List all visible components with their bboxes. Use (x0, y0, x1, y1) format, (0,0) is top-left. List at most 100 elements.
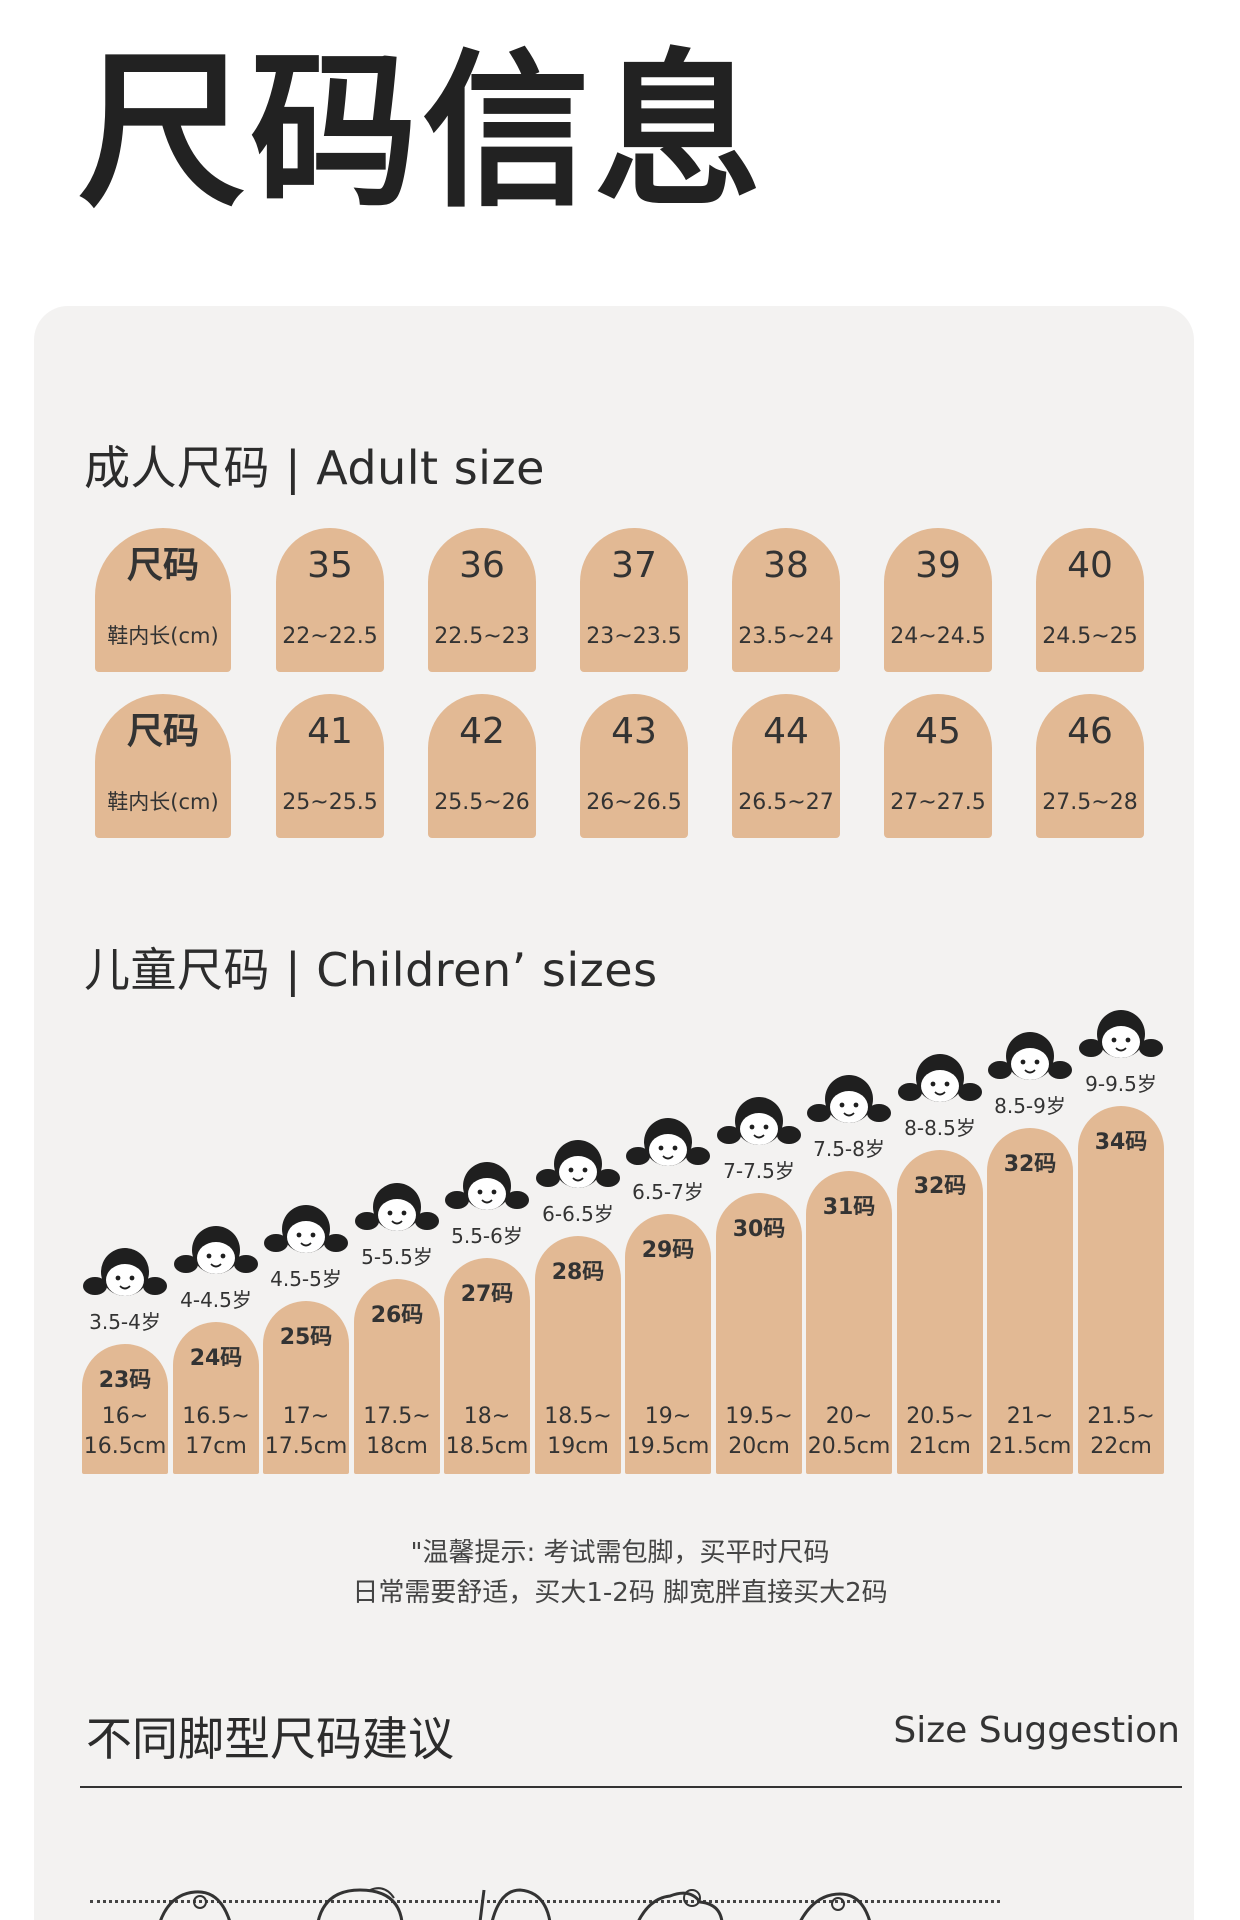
girl-face-icon (898, 1054, 982, 1102)
foot-sketch-icon (159, 1890, 231, 1920)
page-title: 尺码信息 (78, 34, 766, 230)
adult-size-number: 38 (763, 545, 809, 586)
children-length-from: 21~ (1006, 1404, 1054, 1429)
adult-size-tag: 37 23~23.5 (580, 528, 688, 672)
adult-size-tag: 42 25.5~26 (428, 694, 536, 838)
children-age-label: 7.5-8岁 (813, 1137, 885, 1161)
adult-size-tag: 44 26.5~27 (732, 694, 840, 838)
adult-size-number: 44 (763, 711, 809, 752)
adult-size-length: 25~25.5 (282, 790, 378, 815)
adult-size-tag: 36 22.5~23 (428, 528, 536, 672)
adult-size-length: 26~26.5 (586, 790, 682, 815)
children-size-bar: 32码 20.5~ 21cm (897, 1150, 983, 1474)
adult-size-number: 46 (1067, 711, 1113, 752)
girl-face-icon (536, 1140, 620, 1188)
children-length-from: 19~ (644, 1404, 692, 1429)
children-size-label: 26码 (370, 1303, 424, 1328)
children-length-from: 17.5~ (363, 1404, 431, 1429)
adult-size-tag: 38 23.5~24 (732, 528, 840, 672)
children-size-label: 32码 (913, 1174, 967, 1199)
adult-row-2: 尺码 鞋内长(cm) 41 25~25.5 42 25.5~26 43 26~2… (0, 694, 1240, 838)
children-age-label: 5-5.5岁 (361, 1245, 433, 1269)
girl-face-icon (264, 1205, 348, 1253)
adult-size-tag: 41 25~25.5 (276, 694, 384, 838)
adult-header-size: 尺码 (126, 545, 199, 586)
children-length-to: 17cm (185, 1434, 247, 1459)
children-size-column: 8.5-9岁 32码 21~ 21.5cm (987, 0, 1073, 1474)
girl-face-icon (174, 1226, 258, 1274)
children-length-from: 17~ (282, 1404, 330, 1429)
adult-header-len: 鞋内长(cm) (107, 790, 219, 814)
children-age-label: 8.5-9岁 (994, 1094, 1066, 1118)
children-length-to: 21cm (909, 1434, 971, 1459)
children-length-to: 19.5cm (626, 1434, 710, 1459)
children-size-column: 4-4.5岁 24码 16.5~ 17cm (173, 0, 259, 1474)
children-length-to: 21.5cm (988, 1434, 1072, 1459)
foot-sketch-icon (637, 1889, 724, 1920)
children-size-column: 7.5-8岁 31码 20~ 20.5cm (806, 0, 892, 1474)
children-size-bar: 34码 21.5~ 22cm (1078, 1106, 1164, 1474)
adult-size-tag: 39 24~24.5 (884, 528, 992, 672)
adult-size-title: 成人尺码 | Adult size (84, 441, 545, 495)
children-size-label: 28码 (551, 1260, 605, 1285)
children-length-to: 17.5cm (264, 1434, 348, 1459)
size-suggestion-title-en: Size Suggestion (893, 1710, 1180, 1751)
children-size-label: 29码 (641, 1238, 695, 1263)
girl-face-icon (445, 1162, 529, 1210)
children-size-label: 23码 (98, 1368, 152, 1393)
adult-size-number: 35 (307, 545, 353, 586)
size-suggestion-title: 不同脚型尺码建议 (86, 1712, 454, 1766)
adult-header-len: 鞋内长(cm) (107, 624, 219, 648)
children-size-bar: 27码 18~ 18.5cm (444, 1258, 530, 1474)
adult-header-tag: 尺码 鞋内长(cm) (95, 694, 231, 838)
children-size-bar: 26码 17.5~ 18cm (354, 1279, 440, 1474)
children-age-label: 7-7.5岁 (723, 1159, 795, 1183)
divider (80, 1786, 1182, 1788)
dotted-guide-line (90, 1900, 1000, 1903)
children-age-label: 6-6.5岁 (542, 1202, 614, 1226)
children-size-label: 30码 (732, 1217, 786, 1242)
children-size-title: 儿童尺码 | Children’ sizes (84, 943, 658, 997)
adult-size-number: 41 (307, 711, 353, 752)
children-size-label: 32码 (1003, 1152, 1057, 1177)
adult-size-tag: 40 24.5~25 (1036, 528, 1144, 672)
children-length-from: 18~ (463, 1404, 511, 1429)
foot-sketch-icon (799, 1892, 871, 1920)
adult-size-length: 27~27.5 (890, 790, 986, 815)
children-length-from: 18.5~ (544, 1404, 612, 1429)
girl-face-icon (1079, 1010, 1163, 1058)
adult-size-number: 39 (915, 545, 961, 586)
children-size-column: 9-9.5岁 34码 21.5~ 22cm (1078, 0, 1164, 1474)
children-age-label: 4.5-5岁 (270, 1267, 342, 1291)
children-age-label: 3.5-4岁 (89, 1310, 161, 1334)
girl-face-icon (717, 1097, 801, 1145)
children-size-bar: 31码 20~ 20.5cm (806, 1171, 892, 1474)
girl-face-icon (626, 1118, 710, 1166)
children-age-label: 5.5-6岁 (451, 1224, 523, 1248)
children-age-label: 9-9.5岁 (1085, 1072, 1157, 1096)
children-size-bar: 29码 19~ 19.5cm (625, 1214, 711, 1474)
adult-size-tag: 46 27.5~28 (1036, 694, 1144, 838)
children-size-column: 8-8.5岁 32码 20.5~ 21cm (897, 0, 983, 1474)
children-size-label: 24码 (189, 1346, 243, 1371)
children-length-to: 20cm (728, 1434, 790, 1459)
children-size-column: 4.5-5岁 25码 17~ 17.5cm (263, 0, 349, 1474)
adult-size-length: 22.5~23 (434, 624, 530, 649)
adult-header-size: 尺码 (126, 711, 199, 752)
children-length-from: 16~ (101, 1404, 149, 1429)
girl-face-icon (988, 1032, 1072, 1080)
children-size-column: 5.5-6岁 27码 18~ 18.5cm (444, 0, 530, 1474)
children-length-from: 16.5~ (182, 1404, 250, 1429)
adult-size-length: 23~23.5 (586, 624, 682, 649)
children-length-to: 20.5cm (807, 1434, 891, 1459)
girl-face-icon (83, 1248, 167, 1296)
adult-size-number: 40 (1067, 545, 1113, 586)
adult-size-number: 37 (611, 545, 657, 586)
children-size-column: 6.5-7岁 29码 19~ 19.5cm (625, 0, 711, 1474)
adult-size-length: 24~24.5 (890, 624, 986, 649)
adult-size-tag: 35 22~22.5 (276, 528, 384, 672)
adult-size-number: 36 (459, 545, 505, 586)
children-size-column: 7-7.5岁 30码 19.5~ 20cm (716, 0, 802, 1474)
children-size-bar: 28码 18.5~ 19cm (535, 1236, 621, 1474)
adult-header-tag: 尺码 鞋内长(cm) (95, 528, 231, 672)
